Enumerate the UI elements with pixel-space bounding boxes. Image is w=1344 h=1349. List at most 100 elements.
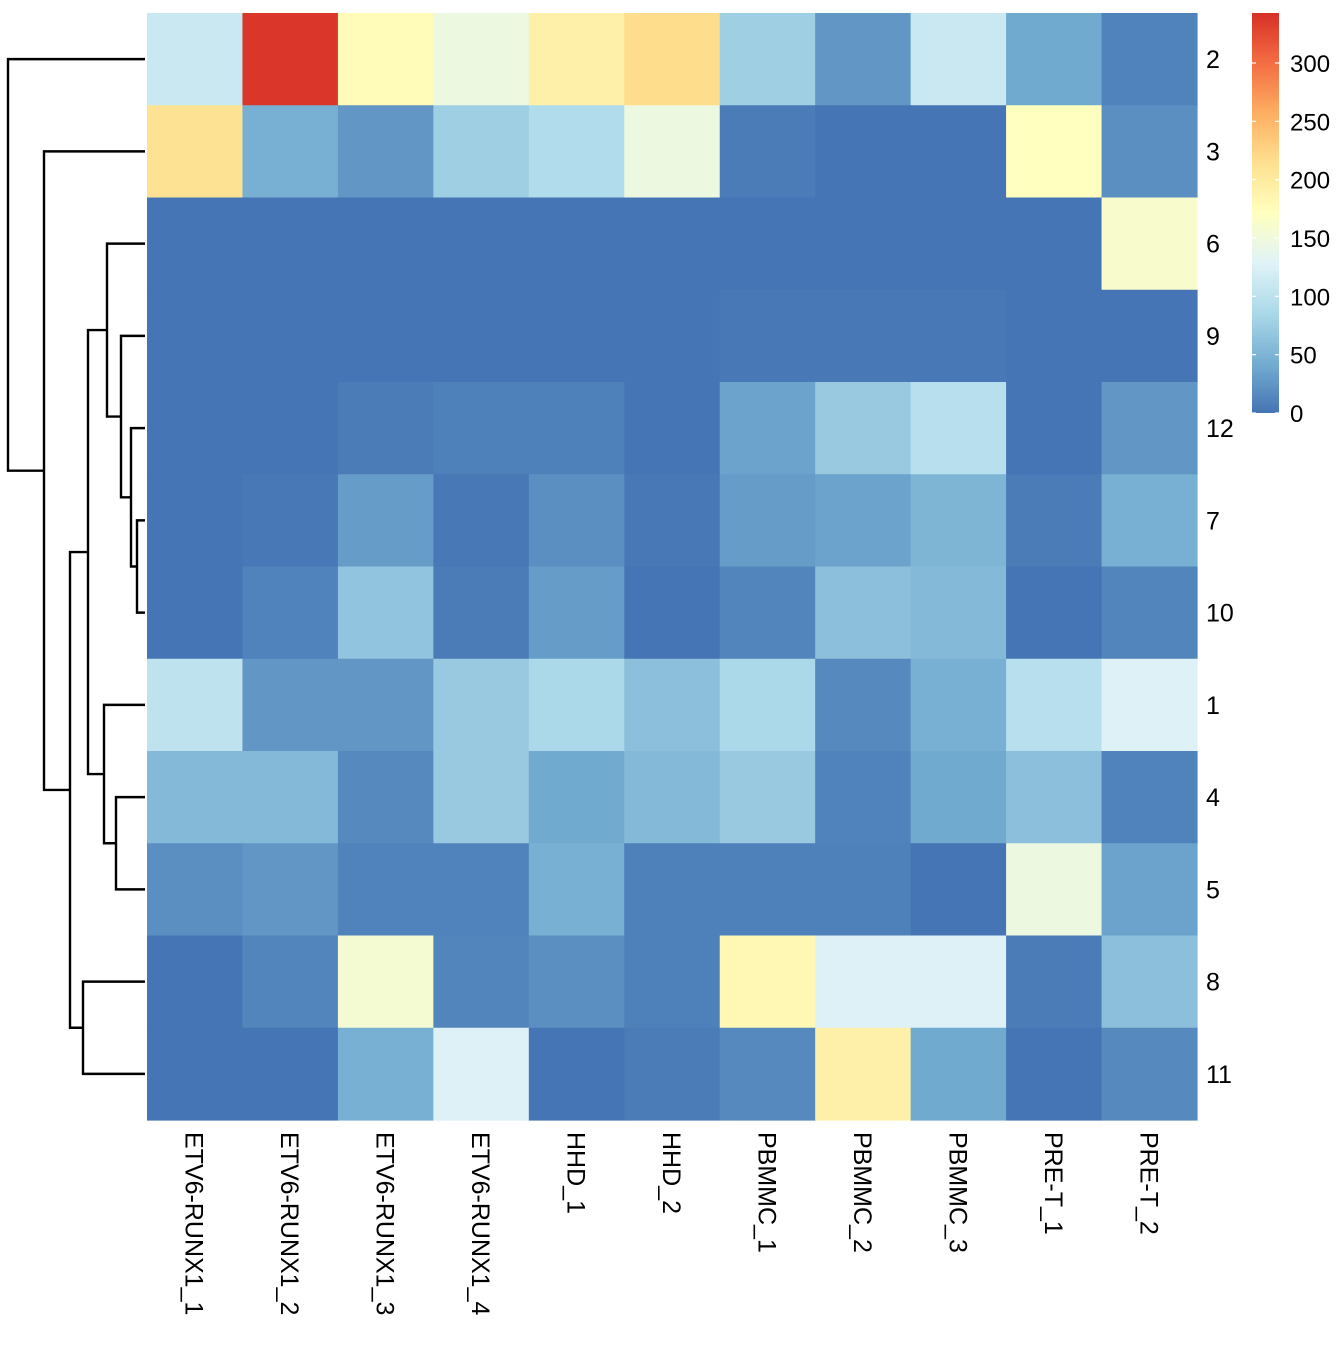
heatmap-cell bbox=[433, 935, 530, 1029]
heatmap-cell bbox=[1101, 197, 1198, 291]
heatmap-cell bbox=[147, 935, 244, 1029]
column-label: ETV6-RUNX1_4 bbox=[466, 1132, 494, 1315]
heatmap-cell bbox=[1006, 13, 1103, 106]
heatmap-cell bbox=[719, 13, 816, 106]
heatmap-cell bbox=[910, 382, 1007, 475]
heatmap-cell bbox=[147, 474, 244, 568]
heatmap-cell bbox=[337, 13, 434, 106]
heatmap-cell bbox=[337, 474, 434, 568]
column-label: HHD_1 bbox=[562, 1132, 590, 1214]
heatmap-cell bbox=[624, 289, 721, 383]
heatmap-cell bbox=[624, 13, 721, 106]
column-label: PBMMC_2 bbox=[848, 1132, 876, 1253]
row-label: 6 bbox=[1206, 231, 1220, 259]
heatmap-cell bbox=[242, 105, 339, 199]
row-label: 10 bbox=[1206, 600, 1234, 628]
heatmap-cell bbox=[242, 566, 339, 660]
heatmap-cell bbox=[433, 843, 530, 937]
heatmap-cell bbox=[910, 105, 1007, 199]
heatmap-cell bbox=[242, 382, 339, 475]
heatmap-cell bbox=[624, 843, 721, 937]
heatmap-cell bbox=[242, 289, 339, 383]
heatmap-cell bbox=[528, 935, 625, 1029]
heatmap-cell bbox=[433, 751, 530, 844]
dendrogram-branch bbox=[114, 795, 145, 891]
heatmap-cell bbox=[1101, 935, 1198, 1029]
heatmap-cell bbox=[719, 843, 816, 937]
heatmap-cell bbox=[242, 13, 339, 106]
heatmap-cell bbox=[815, 197, 912, 291]
heatmap-cell bbox=[433, 197, 530, 291]
heatmap-cell bbox=[1101, 105, 1198, 199]
heatmap-cell bbox=[815, 105, 912, 199]
heatmap-cell bbox=[910, 843, 1007, 937]
heatmap-cell bbox=[242, 843, 339, 937]
color-legend-ticks: 0 50 100 150 200 250 300 bbox=[1252, 51, 1330, 428]
heatmap-cell bbox=[815, 289, 912, 383]
heatmap-cell bbox=[528, 658, 625, 752]
heatmap-cell bbox=[147, 566, 244, 660]
heatmap-cell bbox=[1101, 289, 1198, 383]
heatmap-cell bbox=[624, 474, 721, 568]
row-label: 2 bbox=[1206, 46, 1220, 74]
heatmap-cell bbox=[1101, 751, 1198, 844]
row-labels: 2 3 6 9 12 7 10 1 4 5 8 11 bbox=[1206, 46, 1234, 1089]
dendrogram-branch bbox=[135, 519, 145, 614]
heatmap-cell bbox=[719, 197, 816, 291]
heatmap-cell bbox=[815, 751, 912, 844]
heatmap-cell bbox=[910, 935, 1007, 1029]
heatmap-cell bbox=[1006, 289, 1103, 383]
heatmap-cells bbox=[147, 13, 1198, 1121]
heatmap-cell bbox=[337, 935, 434, 1029]
legend-tick-label: 300 bbox=[1290, 51, 1330, 78]
heatmap-cell bbox=[624, 1027, 721, 1121]
row-label: 4 bbox=[1206, 784, 1220, 812]
heatmap-cell bbox=[433, 1027, 530, 1121]
heatmap-cell bbox=[242, 935, 339, 1029]
heatmap-cell bbox=[1006, 935, 1103, 1029]
row-label: 9 bbox=[1206, 323, 1220, 351]
heatmap-cell bbox=[147, 105, 244, 199]
row-label: 3 bbox=[1206, 138, 1220, 166]
heatmap-cell bbox=[242, 658, 339, 752]
heatmap-cell bbox=[910, 1027, 1007, 1121]
column-label: HHD_2 bbox=[657, 1132, 685, 1214]
heatmap-cell bbox=[147, 1027, 244, 1121]
heatmap-cell bbox=[147, 751, 244, 844]
heatmap-cell bbox=[815, 843, 912, 937]
heatmap-cell bbox=[337, 197, 434, 291]
heatmap-cell bbox=[337, 751, 434, 844]
dendrogram-branch bbox=[119, 334, 145, 499]
legend-tick-label: 100 bbox=[1290, 284, 1330, 311]
heatmap-cell bbox=[147, 382, 244, 475]
column-label: PBMMC_1 bbox=[752, 1132, 780, 1253]
heatmap-cell bbox=[815, 13, 912, 106]
heatmap-cell bbox=[1101, 474, 1198, 568]
heatmap-cell bbox=[433, 382, 530, 475]
heatmap-cell bbox=[624, 566, 721, 660]
heatmap-cell bbox=[528, 474, 625, 568]
heatmap-cell bbox=[719, 566, 816, 660]
heatmap-cell bbox=[433, 289, 530, 383]
row-label: 8 bbox=[1206, 969, 1220, 997]
heatmap-cell bbox=[337, 289, 434, 383]
heatmap-cell bbox=[1101, 13, 1198, 106]
heatmap-cell bbox=[337, 843, 434, 937]
row-label: 11 bbox=[1206, 1061, 1232, 1089]
legend-tick-label: 50 bbox=[1290, 343, 1317, 370]
row-label: 12 bbox=[1206, 415, 1234, 443]
heatmap-cell bbox=[624, 105, 721, 199]
heatmap-cell bbox=[1006, 843, 1103, 937]
legend-tick-label: 250 bbox=[1290, 109, 1330, 136]
heatmap-cell bbox=[337, 105, 434, 199]
heatmap-cell bbox=[719, 382, 816, 475]
color-legend-bar bbox=[1252, 13, 1279, 413]
heatmap-cell bbox=[815, 935, 912, 1029]
heatmap-cell bbox=[910, 751, 1007, 844]
column-label: PRE-T_2 bbox=[1134, 1132, 1162, 1235]
heatmap-cell bbox=[242, 474, 339, 568]
heatmap-cell bbox=[528, 1027, 625, 1121]
heatmap-cell bbox=[624, 935, 721, 1029]
heatmap-cell bbox=[910, 658, 1007, 752]
